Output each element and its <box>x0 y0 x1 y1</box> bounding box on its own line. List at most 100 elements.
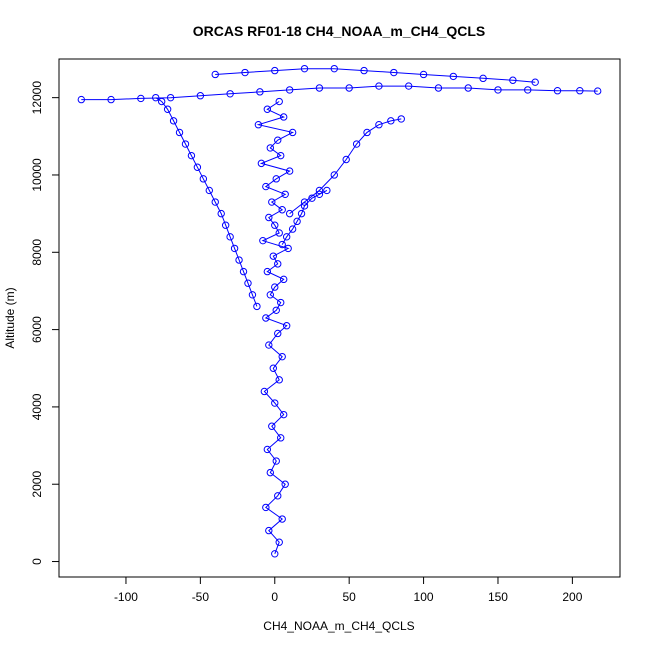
data-point <box>352 140 361 148</box>
y-tick-label: 10000 <box>30 158 44 192</box>
data-point <box>387 117 395 125</box>
data-point <box>239 267 248 276</box>
data-point <box>272 175 280 183</box>
data-point <box>193 163 202 171</box>
data-point <box>275 538 283 546</box>
data-point <box>175 128 184 137</box>
plot-frame <box>58 58 621 578</box>
data-point <box>266 291 275 299</box>
data-point <box>266 468 275 477</box>
data-point <box>449 72 458 81</box>
data-point <box>268 422 276 430</box>
data-point <box>375 82 383 90</box>
data-point <box>404 82 413 90</box>
data-point <box>266 144 275 152</box>
data-point <box>271 399 279 407</box>
data-point <box>315 186 324 195</box>
x-tick-label: 100 <box>414 590 434 604</box>
data-point <box>263 445 272 454</box>
data-point <box>230 244 239 253</box>
data-point <box>259 236 267 245</box>
data-point <box>205 186 213 195</box>
data-point <box>323 186 331 195</box>
series-2 <box>152 93 261 311</box>
data-point <box>360 66 368 75</box>
data-point <box>278 515 286 523</box>
data-point <box>342 155 350 164</box>
data-point <box>330 64 338 73</box>
data-point <box>345 84 353 92</box>
data-point <box>288 225 297 233</box>
data-point <box>464 84 472 92</box>
series-1 <box>254 97 297 558</box>
data-point <box>221 221 230 229</box>
x-axis: -100 -50 0 50 100 150 200 <box>114 576 583 604</box>
data-point <box>275 376 283 384</box>
data-point <box>107 95 115 104</box>
x-tick-label: 0 <box>271 590 278 604</box>
data-point <box>315 84 324 92</box>
data-point <box>211 70 219 79</box>
data-point <box>375 121 383 129</box>
data-point <box>241 68 249 77</box>
series-line <box>155 97 258 307</box>
data-point <box>262 314 270 322</box>
data-point <box>593 87 602 95</box>
data-point <box>274 136 282 144</box>
x-tick-label: 200 <box>562 590 582 604</box>
y-tick-label: 4000 <box>30 393 44 420</box>
data-point <box>277 298 285 307</box>
data-point <box>524 86 532 94</box>
data-point <box>262 503 270 512</box>
data-point <box>397 115 405 123</box>
data-point <box>263 267 272 276</box>
data-point <box>282 233 291 241</box>
y-tick-label: 8000 <box>30 239 44 266</box>
series-line <box>289 118 402 214</box>
data-point <box>281 480 289 488</box>
data-point <box>315 190 324 198</box>
data-point <box>211 198 219 206</box>
y-tick-label: 6000 <box>30 316 44 343</box>
data-point <box>308 194 316 202</box>
data-point <box>288 128 297 137</box>
data-point <box>263 105 272 113</box>
data-point <box>494 86 502 94</box>
data-point <box>274 260 282 268</box>
data-point <box>363 128 371 137</box>
data-point <box>285 86 294 94</box>
data-point <box>265 341 273 349</box>
data-point <box>278 352 286 361</box>
data-point <box>272 306 280 314</box>
data-point <box>235 256 243 264</box>
x-tick-label: 50 <box>342 590 356 604</box>
data-point <box>553 86 562 95</box>
data-point <box>279 275 288 284</box>
data-point <box>282 322 291 330</box>
data-point <box>274 329 282 338</box>
y-tick-label: 12000 <box>30 81 44 115</box>
x-tick-label: -50 <box>192 590 210 604</box>
data-point <box>187 151 196 160</box>
data-point <box>277 151 285 160</box>
x-tick-label: 150 <box>488 590 508 604</box>
data-point <box>275 97 283 106</box>
data-point <box>271 283 279 291</box>
data-point <box>199 175 208 183</box>
chart-title: ORCAS RF01-18 CH4_NOAA_m_CH4_QCLS <box>193 23 486 39</box>
data-point <box>285 209 294 218</box>
data-point <box>253 302 261 311</box>
data-point <box>300 202 309 210</box>
y-tick-label: 0 <box>30 558 44 565</box>
series-4 <box>211 64 539 86</box>
data-point <box>300 64 309 73</box>
data-point <box>281 190 289 198</box>
data-point <box>293 217 301 226</box>
data-point <box>265 526 273 535</box>
data-point <box>217 209 225 218</box>
data-point <box>274 492 282 500</box>
data-point <box>226 233 234 241</box>
data-point <box>434 84 443 92</box>
data-point <box>278 240 286 249</box>
